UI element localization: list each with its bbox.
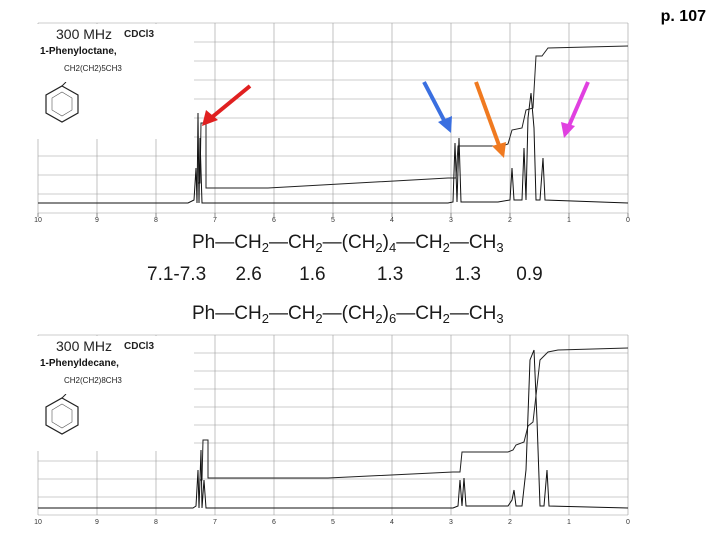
integration-curve bbox=[200, 347, 629, 481]
spectrum-label-box: 300 MHz CDCl3 1-Phenyldecane, CH2(CH2)8C… bbox=[34, 336, 194, 451]
svg-text:5: 5 bbox=[331, 519, 335, 526]
svg-text:0: 0 bbox=[626, 519, 630, 526]
arrow-blue bbox=[422, 81, 452, 133]
minor-ticks bbox=[37, 213, 629, 217]
shift-beta: 1.6 bbox=[299, 264, 326, 285]
nmr-spectrum-phenyloctane: 10 9 8 7 6 5 4 3 2 1 0 3 bbox=[28, 18, 638, 223]
axis-tick-labels: 10 9 8 7 6 5 4 3 2 1 0 bbox=[34, 519, 630, 526]
grid bbox=[37, 22, 629, 214]
svg-text:0: 0 bbox=[626, 217, 630, 223]
svg-text:1: 1 bbox=[567, 217, 571, 223]
spectrum-plot: 10 9 8 7 6 5 4 3 2 1 0 bbox=[34, 22, 630, 223]
svg-text:4: 4 bbox=[390, 217, 394, 223]
svg-text:6: 6 bbox=[272, 217, 276, 223]
compound-name: 1-Phenyldecane, bbox=[40, 358, 119, 369]
page-number: p. 107 bbox=[660, 8, 706, 25]
benzene-ring-icon bbox=[45, 394, 79, 435]
solvent-label: CDCl3 bbox=[124, 29, 155, 40]
svg-text:7: 7 bbox=[213, 519, 217, 526]
shift-ch2-terminal: 1.3 bbox=[454, 264, 481, 285]
frequency-label: 300 MHz bbox=[56, 338, 113, 354]
svg-text:6: 6 bbox=[272, 519, 276, 526]
nmr-spectrum-phenyldecane: 10 9 8 7 6 5 4 3 2 1 0 300 MHz CDCl3 1-P… bbox=[28, 330, 638, 535]
structure-phenyldecane: Ph—CH2—CH2—(CH2)6—CH2—CH3 bbox=[192, 303, 504, 326]
svg-text:7: 7 bbox=[213, 217, 217, 223]
structure-phenyloctane: Ph—CH2—CH2—(CH2)4—CH2—CH3 bbox=[192, 232, 504, 255]
arrow-red bbox=[202, 84, 252, 126]
svg-text:4: 4 bbox=[390, 519, 394, 526]
svg-text:10: 10 bbox=[34, 217, 42, 223]
svg-text:2: 2 bbox=[508, 217, 512, 223]
benzene-ring-icon bbox=[45, 82, 79, 123]
spectrum-trace bbox=[38, 349, 629, 509]
shift-chain: 1.3 bbox=[376, 264, 404, 285]
svg-text:8: 8 bbox=[154, 519, 158, 526]
svg-text:9: 9 bbox=[95, 519, 99, 526]
arrow-orange bbox=[474, 81, 506, 158]
arrow-magenta bbox=[561, 81, 590, 138]
svg-text:3: 3 bbox=[449, 217, 453, 223]
shift-methyl: 0.9 bbox=[516, 264, 543, 285]
svg-text:2: 2 bbox=[508, 519, 512, 526]
svg-text:5: 5 bbox=[331, 217, 335, 223]
svg-text:9: 9 bbox=[95, 217, 99, 223]
spectrum-trace bbox=[38, 92, 629, 204]
svg-text:1: 1 bbox=[567, 519, 571, 526]
svg-text:8: 8 bbox=[154, 217, 158, 223]
frequency-label: 300 MHz bbox=[56, 26, 113, 42]
compound-name: 1-Phenyloctane, bbox=[40, 46, 117, 57]
shift-benzylic: 2.6 bbox=[235, 264, 262, 285]
svg-text:3: 3 bbox=[449, 519, 453, 526]
integration-curve bbox=[198, 45, 629, 189]
spectrum-label-box: 300 MHz CDCl3 1-Phenyloctane, CH2(CH2)5C… bbox=[34, 24, 194, 139]
shift-aromatic: 7.1-7.3 bbox=[147, 264, 207, 285]
chemical-shifts: 7.1-7.3 2.6 1.6 1.3 1.3 0.9 bbox=[147, 264, 543, 286]
spectrum-plot: 10 9 8 7 6 5 4 3 2 1 0 bbox=[34, 334, 630, 526]
svg-text:10: 10 bbox=[34, 519, 42, 526]
axis-tick-labels: 10 9 8 7 6 5 4 3 2 1 0 bbox=[34, 217, 630, 223]
solvent-label: CDCl3 bbox=[124, 341, 155, 352]
compound-formula: CH2(CH2)5CH3 bbox=[64, 64, 122, 73]
compound-formula: CH2(CH2)8CH3 bbox=[64, 376, 122, 385]
